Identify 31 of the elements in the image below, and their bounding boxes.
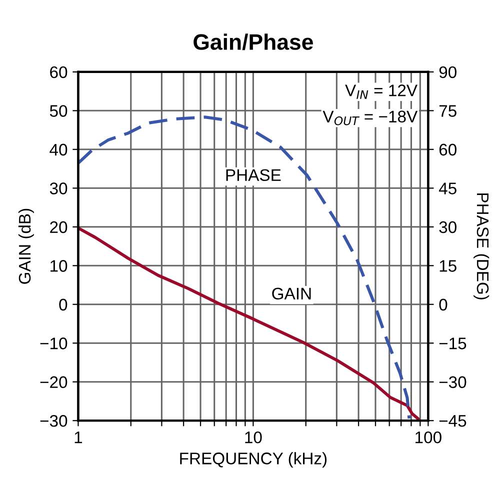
y-tick-label: 50 bbox=[50, 105, 68, 117]
y2-tick-label: 30 bbox=[439, 221, 456, 234]
y2-tick-label: −45 bbox=[439, 415, 466, 427]
y2-axis-title: PHASE (DEG) bbox=[474, 193, 490, 300]
y-tick-label: 60 bbox=[50, 66, 68, 78]
y2-tick-label: 75 bbox=[439, 105, 456, 117]
y-tick-label: −30 bbox=[40, 415, 68, 427]
x-tick-label: 1 bbox=[74, 432, 82, 444]
y-axis-title: GAIN (dB) bbox=[18, 208, 34, 284]
y2-tick-label: 45 bbox=[438, 182, 456, 194]
y2-tick-label: 15 bbox=[440, 260, 456, 272]
y2-tick-label: 60 bbox=[439, 144, 456, 156]
x-tick-label: 100 bbox=[416, 431, 442, 444]
y-tick-label: 0 bbox=[59, 298, 68, 311]
annotation: V$_{IN}$ = 12V bbox=[345, 84, 418, 99]
annotation: GAIN bbox=[272, 288, 311, 300]
annotation: V$_{OUT}$ = −18V bbox=[322, 110, 418, 126]
annotation: PHASE bbox=[226, 169, 281, 181]
y-tick-label: −10 bbox=[40, 338, 68, 350]
y2-tick-label: −30 bbox=[439, 376, 466, 388]
y2-tick-label: 0 bbox=[439, 298, 448, 311]
y-tick-label: 20 bbox=[50, 221, 68, 234]
x-tick-label: 10 bbox=[245, 431, 262, 444]
y2-tick-label: 90 bbox=[439, 66, 456, 78]
y-tick-label: −20 bbox=[40, 376, 68, 388]
y2-tick-label: −15 bbox=[439, 338, 466, 350]
y-tick-label: 40 bbox=[50, 144, 68, 156]
y-tick-label: 10 bbox=[50, 260, 68, 272]
chart-title: Gain/Phase bbox=[194, 34, 313, 50]
x-axis-title: FREQUENCY (kHz) bbox=[180, 452, 327, 468]
y-tick-label: 30 bbox=[50, 182, 68, 194]
